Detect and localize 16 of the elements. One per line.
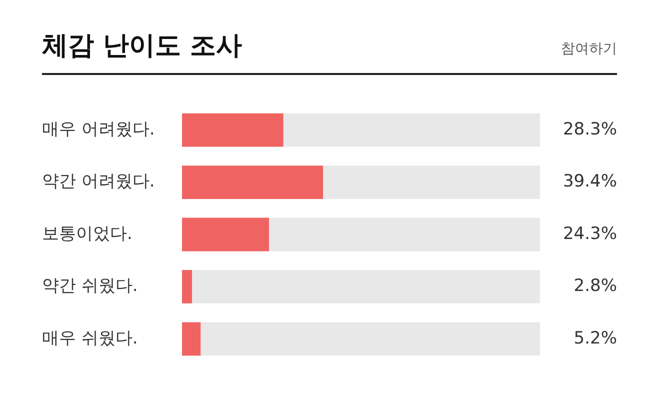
bar — [182, 113, 284, 147]
y-tick-label: 약간 어려웠다. — [42, 172, 155, 192]
y-tick-label: 약간 쉬웠다. — [42, 276, 138, 296]
data-label: 5.2% — [574, 328, 617, 348]
text: 참여하기 — [561, 40, 617, 58]
bar — [182, 322, 201, 356]
y-tick-label: 매우 어려웠다. — [42, 120, 155, 140]
data-label: 28.3% — [562, 120, 617, 140]
data-label: 24.3% — [562, 224, 617, 244]
chart-title: 체감 난이도 조사 — [42, 30, 242, 63]
data-label: 2.8% — [574, 276, 617, 296]
bar — [182, 218, 269, 252]
y-tick-label: 매우 쉬웠다. — [42, 328, 138, 348]
bar — [182, 270, 192, 304]
y-tick-label: 보통이었다. — [42, 224, 132, 244]
data-label: 39.4% — [562, 172, 617, 192]
